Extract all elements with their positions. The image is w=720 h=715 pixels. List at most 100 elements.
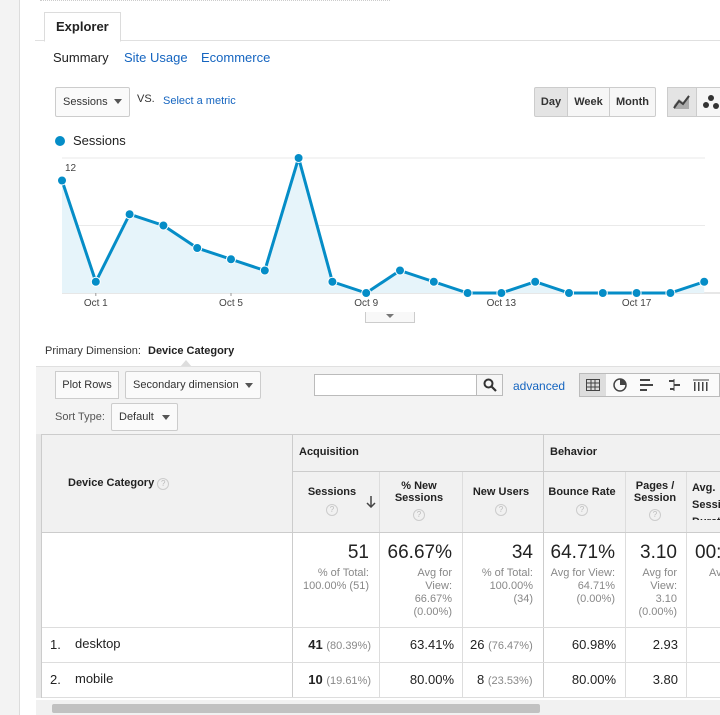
help-icon[interactable]: ? <box>576 504 588 516</box>
data-point <box>665 288 676 298</box>
data-point <box>90 276 101 287</box>
col-bounce-rate-label: Bounce Rate <box>548 486 616 498</box>
dimension-header-label: Device Category <box>68 477 155 489</box>
total-new-users: 34 % of Total: 100.00% (34) <box>463 542 533 606</box>
legend-label: Sessions <box>73 133 126 148</box>
pivot-icon <box>693 379 709 391</box>
advanced-link[interactable]: advanced <box>513 379 566 393</box>
row-divider <box>42 627 720 628</box>
scrollbar-thumb[interactable] <box>52 704 540 713</box>
total-avg-duration-sub: Av <box>709 567 720 579</box>
row-bounce-rate: 80.00% <box>571 672 616 687</box>
row-new-users-value: 8 <box>477 672 485 687</box>
data-point <box>428 276 439 287</box>
total-new-sessions-value: 66.67% <box>387 542 452 563</box>
sort-arrow-icon[interactable] <box>366 496 376 508</box>
row-sessions-value: 41 <box>308 637 323 652</box>
subtab-summary[interactable]: Summary <box>53 50 109 65</box>
month-button[interactable]: Month <box>609 87 656 117</box>
x-tick-label: Oct 13 <box>487 298 517 309</box>
data-point <box>597 288 608 298</box>
row-new-users-pct: (76.47%) <box>488 640 533 652</box>
chart-collapse-handle[interactable] <box>365 312 415 323</box>
secondary-dimension-select[interactable]: Secondary dimension <box>125 371 261 399</box>
table-row[interactable] <box>42 628 720 662</box>
select-metric-link[interactable]: Select a metric <box>163 95 236 107</box>
subtab-site-usage[interactable]: Site Usage <box>124 50 188 65</box>
total-pages-session-value: 3.10 <box>640 542 677 563</box>
col-border <box>462 472 463 698</box>
col-new-users-label: New Users <box>472 486 530 498</box>
plot-rows-button[interactable]: Plot Rows <box>55 371 119 399</box>
help-icon[interactable]: ? <box>413 509 425 521</box>
col-border <box>379 472 380 698</box>
chevron-down-icon <box>245 383 253 388</box>
chevron-down-icon <box>114 99 122 104</box>
help-icon[interactable]: ? <box>326 504 338 516</box>
col-sessions[interactable]: Sessions ? <box>300 486 364 516</box>
line-chart-button[interactable] <box>667 87 697 117</box>
tab-explorer[interactable]: Explorer <box>44 12 121 42</box>
subtab-ecommerce[interactable]: Ecommerce <box>201 50 271 65</box>
data-point <box>462 288 473 298</box>
help-icon[interactable]: ? <box>157 478 170 490</box>
table-view-button[interactable] <box>580 374 606 396</box>
performance-view-button[interactable] <box>634 374 660 396</box>
total-new-users-value: 34 <box>511 542 533 563</box>
sort-type-select[interactable]: Default <box>111 403 178 431</box>
top-divider <box>40 0 390 2</box>
gutter-border <box>41 434 42 698</box>
row-sessions-value: 10 <box>308 672 323 687</box>
primary-dimension-value[interactable]: Device Category <box>148 345 235 357</box>
data-point <box>395 265 405 276</box>
dimension-header[interactable]: Device Category ? <box>68 477 170 490</box>
search-input[interactable] <box>314 374 486 396</box>
week-button[interactable]: Week <box>567 87 610 117</box>
total-pages-session: 3.10 Avg for View: 3.10 (0.00%) <box>626 542 677 619</box>
motion-chart-button[interactable] <box>696 87 720 117</box>
help-icon[interactable]: ? <box>649 509 661 521</box>
data-point <box>293 153 304 163</box>
comparison-view-button[interactable] <box>661 374 687 396</box>
secondary-dimension-value: Secondary dimension <box>133 379 239 391</box>
bubble-chart-icon <box>703 95 719 109</box>
total-bounce-rate-sub: Avg for View: 64.71% (0.00%) <box>550 567 615 605</box>
row-name-link[interactable]: mobile <box>75 671 114 686</box>
row-index: 2. <box>50 672 61 687</box>
total-sessions: 51 % of Total: 100.00% (51) <box>292 542 369 593</box>
total-sessions-sub: % of Total: 100.00% (51) <box>302 567 369 592</box>
row-name-link[interactable]: desktop <box>75 636 121 651</box>
col-new-sessions[interactable]: % New Sessions ? <box>383 480 455 521</box>
row-divider <box>42 662 720 663</box>
search-button[interactable] <box>476 374 503 396</box>
data-point <box>631 288 642 298</box>
metric-select-value: Sessions <box>63 96 108 108</box>
row-bounce-rate: 60.98% <box>571 637 616 652</box>
row-pages-session: 3.80 <box>652 672 678 687</box>
day-button[interactable]: Day <box>534 87 568 117</box>
data-point <box>158 220 169 231</box>
data-point <box>327 276 338 287</box>
data-point <box>530 276 541 287</box>
vs-label: VS. <box>137 93 155 105</box>
data-point <box>259 265 270 276</box>
help-icon[interactable]: ? <box>495 504 507 516</box>
metric-select[interactable]: Sessions <box>55 87 130 117</box>
table-row[interactable] <box>42 663 720 697</box>
tab-bar <box>35 0 720 41</box>
col-sessions-label: Sessions <box>307 486 357 498</box>
primary-dimension-label: Primary Dimension: <box>45 345 141 357</box>
col-new-sessions-label: % New Sessions <box>394 480 444 504</box>
col-bounce-rate[interactable]: Bounce Rate ? <box>546 486 618 516</box>
pie-view-button[interactable] <box>607 374 633 396</box>
row-index: 1. <box>50 637 61 652</box>
col-avg-duration[interactable]: Avg. Session Duration <box>692 480 720 520</box>
sort-type-label: Sort Type: <box>55 411 105 423</box>
row-new-users: 8 (23.53%) <box>477 672 533 687</box>
row-new-users-pct: (23.53%) <box>487 675 533 687</box>
data-point <box>124 209 135 220</box>
total-new-sessions-sub: Avg for View: 66.67% (0.00%) <box>413 567 452 618</box>
col-pages-session[interactable]: Pages / Session ? <box>630 480 680 521</box>
pivot-view-button[interactable] <box>688 374 714 396</box>
col-new-users[interactable]: New Users ? <box>466 486 536 516</box>
